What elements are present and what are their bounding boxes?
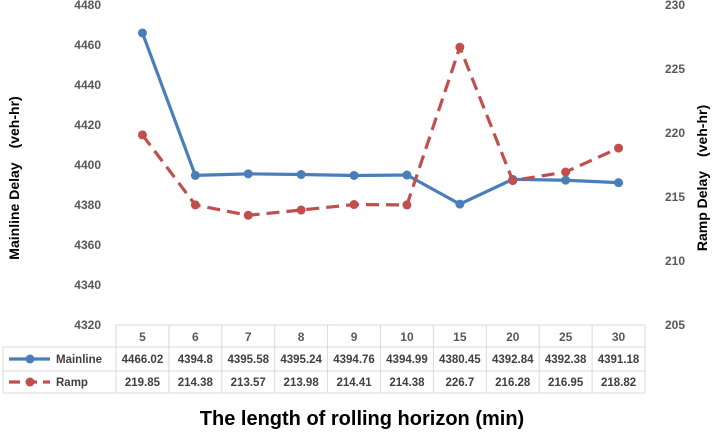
series-line-ramp: [141, 45, 620, 217]
data-table-cell: 4391.18: [598, 354, 640, 366]
data-point: [137, 130, 147, 140]
data-table-cell: 218.82: [601, 377, 636, 389]
legend-marker: [25, 354, 35, 364]
data-table-cell: 4380.45: [439, 354, 481, 366]
data-table-cell: 4466.02: [122, 354, 164, 366]
data-table-cell: 216.95: [548, 377, 584, 389]
data-point: [190, 200, 200, 210]
y-axis-title: Mainline Delay (veh-hr): [6, 96, 22, 259]
data-table-cell: 219.85: [125, 377, 161, 389]
y2-tick-label: 205: [665, 318, 685, 332]
y2-tick-label: 210: [665, 254, 685, 268]
data-table-cell: 214.38: [178, 377, 214, 389]
data-point: [455, 42, 465, 52]
y-tick-label: 4420: [74, 118, 101, 132]
data-point: [296, 170, 306, 180]
data-table-cell: 226.7: [445, 377, 474, 389]
data-point: [561, 175, 571, 185]
y-tick-label: 4480: [74, 0, 101, 12]
data-point: [402, 200, 412, 210]
series-line-mainline: [140, 32, 619, 206]
x-tick-label: 8: [298, 330, 305, 344]
y2-axis-ticks: 205 210 215 220 225 230: [665, 0, 685, 332]
data-table: 5 6 7 8 9 10 15 20 25 30 Mainline 4466.02 4394.8 4395…: [2, 324, 646, 394]
legend-label: Ramp: [56, 377, 88, 389]
y-tick-label: 4440: [74, 78, 101, 92]
y-tick-label: 4360: [74, 238, 101, 252]
x-tick-label: 15: [453, 330, 467, 344]
y2-tick-label: 215: [665, 190, 685, 204]
x-tick-label: 5: [139, 330, 146, 344]
data-table-cell: 4392.84: [492, 354, 534, 366]
data-point: [614, 178, 624, 188]
data-table-cell: 214.38: [389, 377, 425, 389]
data-table-cell: 4395.24: [280, 354, 322, 366]
data-table-cell: 214.41: [336, 377, 372, 389]
data-point: [349, 200, 359, 210]
y2-axis-title: Ramp Delay (veh-hr): [694, 105, 710, 251]
data-table-cell: 4394.76: [333, 354, 375, 366]
data-point: [561, 167, 571, 177]
data-point: [614, 143, 624, 153]
x-tick-label: 7: [245, 330, 252, 344]
y-tick-label: 4340: [74, 278, 101, 292]
plot-area: [137, 28, 624, 220]
y2-tick-label: 230: [665, 0, 685, 12]
x-tick-label: 6: [192, 330, 199, 344]
data-point: [508, 176, 518, 186]
x-tick-label: 20: [506, 330, 520, 344]
data-point: [455, 199, 465, 209]
data-table-cell: 4392.38: [545, 354, 587, 366]
y-tick-label: 4380: [74, 198, 101, 212]
y-tick-label: 4320: [74, 318, 101, 332]
legend-marker: [25, 377, 35, 387]
data-point: [137, 28, 147, 38]
x-tick-label: 30: [612, 330, 626, 344]
data-point: [243, 169, 253, 179]
data-point: [296, 205, 306, 215]
data-point: [349, 170, 359, 180]
data-point: [402, 170, 412, 180]
x-axis-title: The length of rolling horizon (min): [200, 408, 524, 430]
data-table-cell: 4395.58: [227, 354, 269, 366]
data-table-cell: 4394.8: [178, 354, 214, 366]
y-axis-ticks: 4320 4340 4360 4380 4400 4420 4440 4460 4480: [74, 0, 101, 332]
data-table-cell: 213.98: [284, 377, 320, 389]
data-table-cell: 213.57: [231, 377, 266, 389]
x-tick-label: 25: [559, 330, 573, 344]
data-table-cell: 216.28: [495, 377, 531, 389]
y2-tick-label: 225: [665, 62, 685, 76]
x-tick-label: 9: [351, 330, 358, 344]
y2-tick-label: 220: [665, 126, 685, 140]
data-point: [190, 170, 200, 180]
data-point: [243, 210, 253, 220]
legend-label: Mainline: [56, 354, 102, 366]
y-tick-label: 4400: [74, 158, 101, 172]
x-tick-label: 10: [400, 330, 414, 344]
y-tick-label: 4460: [74, 38, 101, 52]
data-table-cell: 4394.99: [386, 354, 428, 366]
